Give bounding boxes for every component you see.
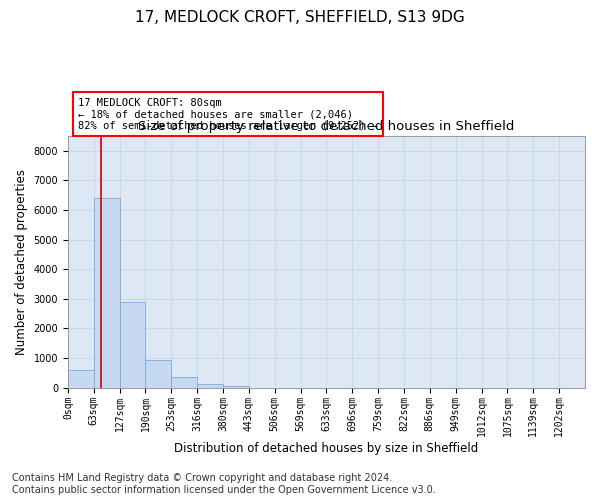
Bar — [94, 198, 119, 388]
Title: Size of property relative to detached houses in Sheffield: Size of property relative to detached ho… — [138, 120, 515, 134]
X-axis label: Distribution of detached houses by size in Sheffield: Distribution of detached houses by size … — [175, 442, 479, 455]
Bar — [223, 386, 249, 388]
Text: Contains HM Land Registry data © Crown copyright and database right 2024.
Contai: Contains HM Land Registry data © Crown c… — [12, 474, 436, 495]
Bar — [119, 302, 145, 388]
Bar — [197, 384, 223, 388]
Bar — [68, 370, 94, 388]
Text: 17 MEDLOCK CROFT: 80sqm
← 18% of detached houses are smaller (2,046)
82% of semi: 17 MEDLOCK CROFT: 80sqm ← 18% of detache… — [78, 98, 378, 131]
Bar — [145, 360, 172, 388]
Text: 17, MEDLOCK CROFT, SHEFFIELD, S13 9DG: 17, MEDLOCK CROFT, SHEFFIELD, S13 9DG — [135, 10, 465, 25]
Y-axis label: Number of detached properties: Number of detached properties — [15, 169, 28, 355]
Bar — [172, 378, 197, 388]
